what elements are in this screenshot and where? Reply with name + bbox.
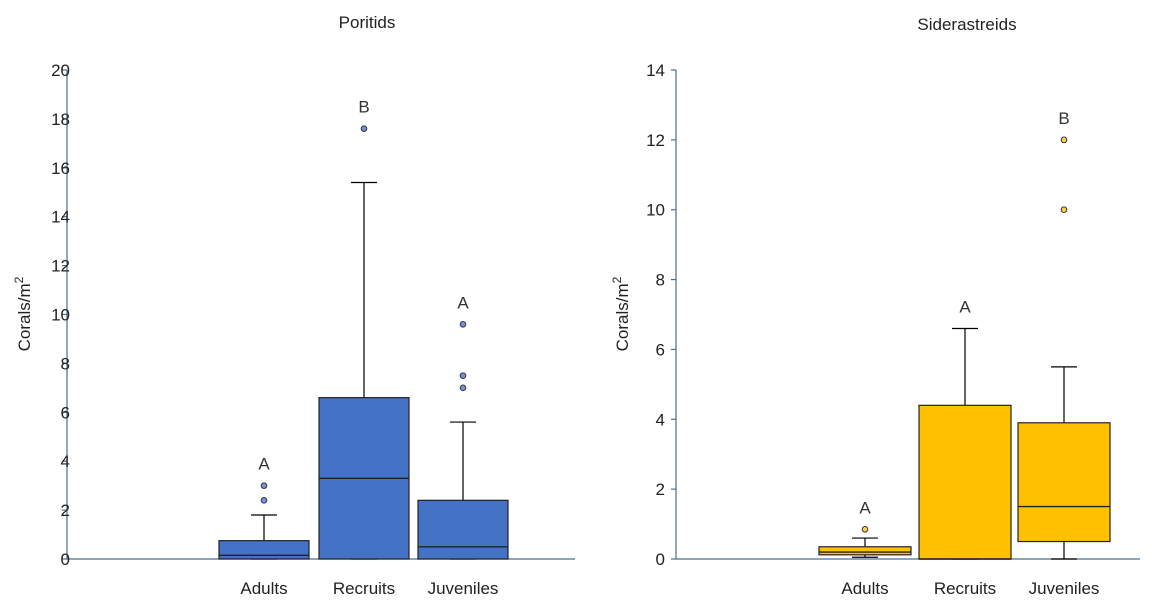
y-tick-label: 12 [51, 257, 70, 276]
x-category-label: Adults [841, 579, 888, 598]
box-juveniles: B [1017, 109, 1111, 560]
y-tick-label: 4 [656, 410, 665, 429]
y-tick-label: 20 [51, 61, 70, 80]
significance-letter: A [859, 498, 871, 517]
outlier-point [459, 384, 467, 392]
y-tick-label: 0 [656, 550, 665, 569]
outlier-point [459, 372, 467, 379]
x-category-label: Recruits [934, 579, 996, 598]
significance-letter: A [258, 455, 270, 474]
outlier-point [360, 125, 368, 132]
box-adults: A [818, 498, 912, 558]
chart-title: Siderastreids [917, 15, 1016, 34]
y-tick-label: 6 [656, 340, 665, 359]
chart-panel-2: Siderastreids 0 2 4 6 8 10 12 14 Corals/m2 A Adults… [610, 15, 1140, 598]
significance-letter: B [1058, 109, 1069, 128]
y-tick-label: 0 [61, 550, 70, 569]
x-category-label: Juveniles [428, 579, 499, 598]
iqr-box [218, 540, 310, 560]
significance-letter: A [959, 297, 971, 316]
y-tick-label: 6 [61, 403, 70, 422]
x-category-label: Adults [240, 579, 287, 598]
outlier-point [260, 497, 268, 504]
y-tick-label: 4 [61, 452, 70, 471]
significance-letter: A [457, 293, 469, 312]
outlier-point [1060, 136, 1068, 144]
box-adults: A [218, 455, 310, 560]
significance-letter: B [358, 98, 369, 117]
chart-title: Poritids [339, 13, 396, 32]
box-recruits: A [918, 297, 1012, 560]
outlier-point [459, 320, 467, 328]
outlier-point [260, 482, 268, 489]
iqr-box [1017, 422, 1111, 543]
y-tick-label: 8 [656, 271, 665, 290]
iqr-box [818, 546, 912, 556]
y-tick-label: 14 [51, 208, 70, 227]
y-tick-label: 10 [646, 201, 665, 220]
outlier-point [861, 526, 869, 533]
y-axis-label: Corals/m2 [610, 276, 632, 351]
y-tick-label: 2 [61, 501, 70, 520]
iqr-box [417, 499, 509, 560]
box-juveniles: A [417, 293, 509, 560]
y-tick-label: 14 [646, 61, 665, 80]
y-tick-label: 2 [656, 480, 665, 499]
outlier-point [1060, 206, 1068, 214]
iqr-box [918, 404, 1012, 560]
x-category-label: Recruits [333, 579, 395, 598]
y-tick-label: 12 [646, 131, 665, 150]
y-tick-label: 10 [51, 306, 70, 325]
y-axis-label: Corals/m2 [12, 276, 34, 351]
y-tick-label: 8 [61, 354, 70, 373]
chart-panel-1: Poritids 0 2 4 6 8 10 12 14 16 18 20 Corals/m2 A Adult… [12, 13, 575, 598]
box-recruits: B [318, 98, 410, 560]
x-category-label: Juveniles [1029, 579, 1100, 598]
y-tick-label: 18 [51, 110, 70, 129]
y-tick-label: 16 [51, 159, 70, 178]
